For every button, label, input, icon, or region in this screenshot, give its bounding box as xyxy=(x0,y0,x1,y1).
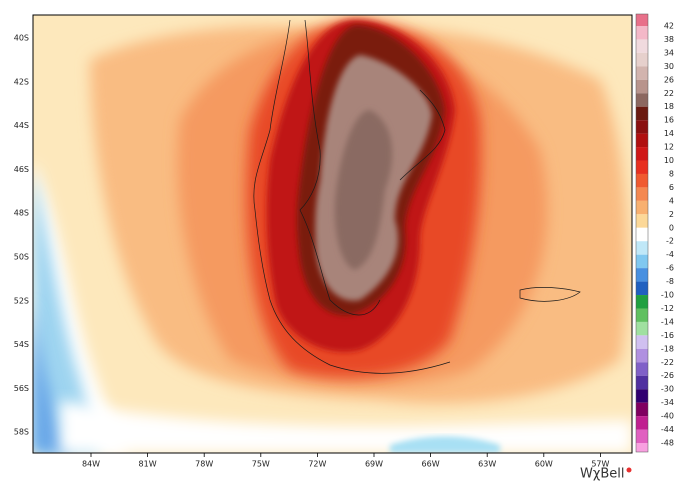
colorbar-segment xyxy=(636,268,648,282)
colorbar-label: -14 xyxy=(661,317,674,326)
colorbar-label: 30 xyxy=(664,62,674,71)
colorbar-segment xyxy=(636,429,648,443)
lat-label: 42S xyxy=(14,77,29,86)
colorbar-segment xyxy=(636,335,648,349)
colorbar-segment xyxy=(636,443,648,452)
colorbar-label: -34 xyxy=(661,398,674,407)
lat-label: 50S xyxy=(14,253,29,262)
colorbar-label: -2 xyxy=(666,237,674,246)
colorbar-segment xyxy=(636,227,648,242)
colorbar-segment xyxy=(636,160,648,174)
colorbar-segment xyxy=(636,147,648,161)
lat-label: 58S xyxy=(14,428,29,437)
colorbar-label: 0 xyxy=(669,223,674,232)
brand-dot xyxy=(626,467,632,473)
colorbar-segment xyxy=(636,26,648,40)
lon-label: 84W xyxy=(82,460,100,469)
lon-label: 75W xyxy=(252,460,270,469)
lat-label: 46S xyxy=(14,165,29,174)
colorbar-label: -44 xyxy=(661,425,674,434)
colorbar-label: 2 xyxy=(669,210,674,219)
lon-label: 60W xyxy=(535,460,553,469)
colorbar-label: -40 xyxy=(661,412,674,421)
colorbar-label: 22 xyxy=(664,89,674,98)
lat-label: 52S xyxy=(14,296,29,305)
lon-label: 78W xyxy=(195,460,213,469)
map-frame xyxy=(32,14,633,454)
brand: WχBell xyxy=(580,467,625,482)
colorbar-label: -4 xyxy=(666,250,674,259)
lon-label: 66W xyxy=(422,460,440,469)
colorbar-label: 18 xyxy=(664,102,674,111)
colorbar-segment xyxy=(636,133,648,148)
colorbar-segment xyxy=(636,241,648,255)
colorbar-segment xyxy=(636,416,648,430)
colorbar-segment xyxy=(636,66,648,80)
colorbar-label: 4 xyxy=(669,196,674,205)
colorbar-label: 14 xyxy=(664,129,674,138)
map-field xyxy=(33,15,632,453)
colorbar-segment xyxy=(636,200,648,215)
colorbar-segment xyxy=(636,173,648,188)
colorbar-label: -26 xyxy=(661,371,674,380)
lat-label: 40S xyxy=(14,34,29,43)
colorbar-segment xyxy=(636,214,648,228)
lon-label: 72W xyxy=(308,460,326,469)
coastline xyxy=(253,19,581,374)
colorbar-label: -8 xyxy=(666,277,674,286)
colorbar-segment xyxy=(636,389,648,403)
colorbar-label: -22 xyxy=(661,358,674,367)
colorbar-label: 12 xyxy=(664,143,674,152)
colorbar-label: 26 xyxy=(664,75,674,84)
lat-label: 56S xyxy=(14,384,29,393)
colorbar-segment xyxy=(636,93,648,107)
colorbar-label: 42 xyxy=(664,22,674,31)
lat-label: 54S xyxy=(14,340,29,349)
colorbar-segment xyxy=(636,321,648,336)
colorbar-segment xyxy=(636,79,648,94)
colorbar-label: 6 xyxy=(669,183,674,192)
colorbar-segment xyxy=(636,39,648,53)
colorbar-label: -30 xyxy=(661,385,674,394)
colorbar-label: -18 xyxy=(661,344,674,353)
colorbar-segment xyxy=(636,362,648,376)
colorbar-segment xyxy=(636,375,648,390)
colorbar-segment xyxy=(636,254,648,269)
colorbar-label: 38 xyxy=(664,35,674,44)
colorbar-segment xyxy=(636,295,648,309)
lat-label: 44S xyxy=(14,121,29,130)
colorbar-segment xyxy=(636,14,648,26)
colorbar-segment xyxy=(636,52,648,67)
colorbar-segment xyxy=(636,308,648,322)
lon-label: 69W xyxy=(365,460,383,469)
colorbar-label: -16 xyxy=(661,331,674,340)
colorbar-label: -10 xyxy=(661,291,674,300)
colorbar-segment xyxy=(636,187,648,201)
colorbar-segment xyxy=(636,106,648,121)
lon-label: 57W xyxy=(591,460,609,469)
colorbar-segment xyxy=(636,402,648,417)
colorbar-label: -12 xyxy=(661,304,674,313)
colorbar-segment xyxy=(636,120,648,134)
lon-label: 63W xyxy=(478,460,496,469)
colorbar-label: -48 xyxy=(661,439,674,448)
colorbar-label: 10 xyxy=(664,156,674,165)
colorbar-label: 34 xyxy=(664,48,674,57)
colorbar-label: 16 xyxy=(664,116,674,125)
colorbar-frame xyxy=(635,13,649,453)
colorbar-segment xyxy=(636,348,648,363)
colorbar-segment xyxy=(636,281,648,296)
colorbar-label: -6 xyxy=(666,264,674,273)
lat-label: 48S xyxy=(14,209,29,218)
lon-label: 81W xyxy=(139,460,157,469)
colorbar-label: 8 xyxy=(669,169,674,178)
colorbar: 423834302622181614121086420-2-4-6-8-10-1… xyxy=(635,13,674,453)
